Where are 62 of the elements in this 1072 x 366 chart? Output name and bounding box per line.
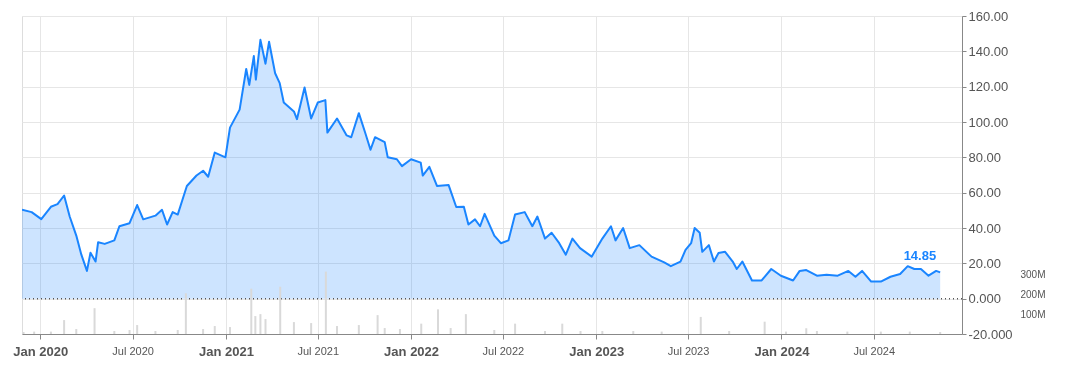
bar bbox=[279, 286, 282, 334]
x-tick-label: Jul 2021 bbox=[297, 344, 340, 357]
bar bbox=[336, 326, 339, 334]
bar bbox=[176, 330, 179, 334]
bar bbox=[398, 329, 401, 334]
bar bbox=[464, 314, 467, 334]
bar bbox=[420, 323, 423, 334]
bar bbox=[202, 329, 205, 334]
y-tick-label: 140.00 bbox=[968, 43, 1009, 59]
bar bbox=[184, 293, 187, 334]
x-tick-label: Jan 2023 bbox=[569, 343, 625, 359]
bar bbox=[292, 322, 295, 334]
bar bbox=[113, 331, 116, 334]
bar bbox=[136, 325, 139, 334]
y-tick-label: 0.000 bbox=[968, 291, 1002, 307]
bar bbox=[579, 331, 582, 334]
bar bbox=[376, 315, 379, 334]
bar bbox=[514, 323, 517, 334]
x-tick-label: Jul 2024 bbox=[853, 344, 896, 357]
bar bbox=[324, 271, 327, 334]
bar bbox=[728, 331, 731, 334]
y-tick-label: 80.00 bbox=[968, 149, 1002, 165]
bar bbox=[805, 328, 808, 334]
y-tick-label: 20.00 bbox=[968, 255, 1002, 271]
bar bbox=[154, 331, 157, 334]
bar bbox=[815, 331, 818, 334]
bar bbox=[493, 330, 496, 334]
bar bbox=[436, 309, 439, 334]
bar bbox=[632, 331, 635, 334]
y-tick-label: 120.00 bbox=[968, 79, 1009, 95]
bar bbox=[75, 329, 78, 334]
y-tick-label: 40.00 bbox=[968, 220, 1002, 236]
y2-tick-label: 300M bbox=[1020, 268, 1046, 280]
x-tick-label: Jul 2020 bbox=[112, 344, 154, 357]
annotation: 14.85 bbox=[903, 248, 937, 264]
bar bbox=[544, 331, 547, 334]
x-tick-label: Jan 2020 bbox=[13, 343, 69, 359]
bar bbox=[213, 326, 216, 334]
bar bbox=[601, 331, 604, 334]
bar bbox=[264, 319, 267, 334]
bar bbox=[383, 328, 386, 334]
bar bbox=[128, 330, 131, 334]
bar bbox=[699, 316, 702, 334]
y-tick-label: 160.00 bbox=[968, 8, 1009, 24]
x-tick-label: Jan 2022 bbox=[384, 343, 440, 359]
bar bbox=[310, 323, 313, 334]
bar bbox=[259, 314, 262, 334]
y2-tick-label: 100M bbox=[1020, 308, 1046, 320]
x-tick-label: Jan 2021 bbox=[198, 343, 254, 359]
bar bbox=[449, 328, 452, 334]
y-tick-label: 100.00 bbox=[968, 114, 1009, 130]
y-tick-label: -20.000 bbox=[968, 326, 1013, 342]
x-tick-label: Jul 2022 bbox=[482, 344, 525, 357]
bar bbox=[357, 325, 360, 334]
y-tick-label: 60.00 bbox=[968, 185, 1002, 201]
bar bbox=[250, 288, 253, 334]
bar bbox=[561, 323, 564, 334]
bar bbox=[93, 308, 96, 334]
bar bbox=[763, 321, 766, 334]
y2-tick-label: 200M bbox=[1020, 288, 1046, 300]
x-tick-label: Jul 2023 bbox=[667, 344, 710, 357]
x-tick-label: Jan 2024 bbox=[754, 343, 811, 359]
